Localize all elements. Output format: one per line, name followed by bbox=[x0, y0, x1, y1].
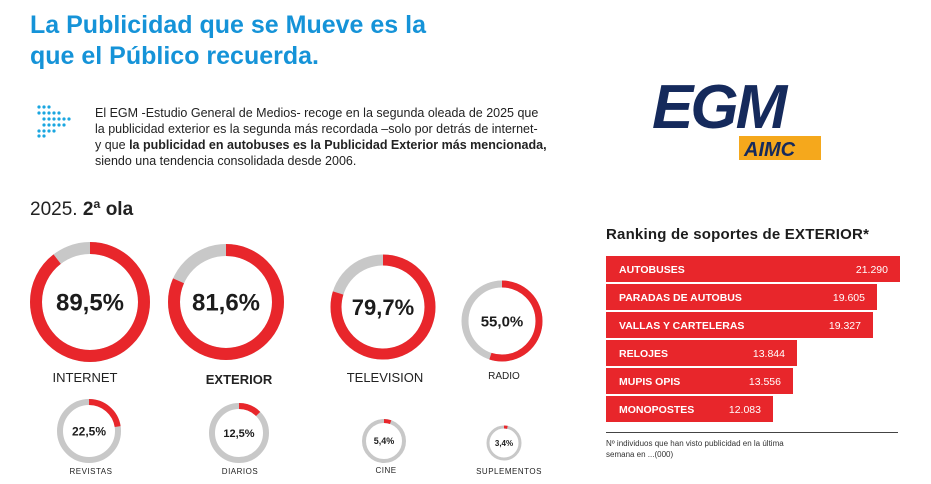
ranking-bar-relojes: RELOJES 13.844 bbox=[606, 340, 797, 366]
period-wave: 2ª ola bbox=[82, 199, 134, 220]
donut-value-exterior: 81,6% bbox=[192, 290, 260, 317]
ranking-bar-value: 12.083 bbox=[728, 404, 761, 416]
egm-logo-text: EGM bbox=[652, 73, 789, 142]
donut-label-television: TELEVISION bbox=[346, 370, 424, 385]
intro-line-1: El EGM -Estudio General de Medios- recog… bbox=[95, 106, 539, 120]
ranking-bar-label: RELOJES bbox=[619, 348, 669, 360]
period-label: 2025. 2ª ola bbox=[30, 199, 133, 221]
ranking-bar-vallas-y-carteleras: VALLAS Y CARTELERAS 19.327 bbox=[606, 312, 873, 338]
ranking-bar-value: 19.605 bbox=[832, 292, 865, 304]
ranking-bar-value: 13.556 bbox=[748, 376, 781, 388]
ranking-divider bbox=[606, 432, 898, 433]
donut-label-cine: CINE bbox=[375, 466, 397, 475]
intro-line-3-prefix: y que bbox=[95, 138, 130, 152]
donut-arc-suplementos bbox=[486, 425, 522, 461]
ranking-bar-monopostes: MONOPOSTES 12.083 bbox=[606, 396, 773, 422]
aimc-logo-box bbox=[739, 136, 821, 160]
period-year: 2025. bbox=[30, 199, 78, 220]
ranking-bar-autobuses: AUTOBUSES 21.290 bbox=[606, 256, 900, 282]
donut-label-suplementos: SUPLEMENTOS bbox=[476, 467, 542, 476]
egm-aimc-logo: EGM AIMC bbox=[652, 73, 821, 161]
ranking-title: Ranking de soportes de EXTERIOR* bbox=[606, 226, 870, 243]
donut-value-revistas: 22,5% bbox=[72, 424, 106, 438]
aimc-logo-text: AIMC bbox=[743, 139, 796, 161]
headline-line-1: La Publicidad que se Mueve es la bbox=[30, 11, 426, 39]
donut-label-revistas: REVISTAS bbox=[69, 467, 113, 476]
donut-track-cine bbox=[362, 419, 406, 463]
donut-value-internet: 89,5% bbox=[56, 290, 124, 317]
donut-arc-television bbox=[330, 254, 436, 360]
ranking-bar-mupis-opis: MUPIS OPIS 13.556 bbox=[606, 368, 793, 394]
donut-arc-cine bbox=[362, 419, 406, 463]
intro-line-4: siendo una tendencia consolidada desde 2… bbox=[95, 154, 357, 168]
donut-track-suplementos bbox=[486, 425, 522, 461]
donut-value-television: 79,7% bbox=[352, 295, 414, 320]
ranking-bar-label: AUTOBUSES bbox=[619, 264, 685, 276]
donut-label-internet: INTERNET bbox=[52, 370, 118, 385]
ranking-bar-value: 19.327 bbox=[828, 320, 861, 332]
donut-arc-revistas bbox=[57, 399, 121, 463]
donut-value-diarios: 12,5% bbox=[223, 428, 254, 440]
ranking-bar-value: 13.844 bbox=[752, 348, 785, 360]
donut-track-radio bbox=[461, 280, 543, 362]
donut-track-internet bbox=[30, 242, 150, 362]
donut-value-cine: 5,4% bbox=[374, 436, 395, 446]
donut-arc-diarios bbox=[209, 403, 269, 463]
donut-track-revistas bbox=[57, 399, 121, 463]
donut-label-exterior: EXTERIOR bbox=[205, 372, 273, 387]
donut-arc-internet bbox=[30, 242, 150, 362]
donut-track-exterior bbox=[168, 244, 284, 360]
donut-track-diarios bbox=[209, 403, 269, 463]
donut-label-diarios: DIARIOS bbox=[221, 467, 259, 476]
ranking-bar-label: MONOPOSTES bbox=[619, 404, 695, 416]
intro-line-3-bold: la publicidad en autobuses es la Publici… bbox=[129, 138, 547, 152]
donut-arc-exterior bbox=[168, 244, 284, 360]
intro-paragraph: El EGM -Estudio General de Medios- recog… bbox=[95, 105, 615, 169]
donut-label-radio: RADIO bbox=[488, 371, 520, 382]
ranking-bar-value: 21.290 bbox=[855, 264, 888, 276]
donut-track-television bbox=[330, 254, 436, 360]
ranking-bar-label: MUPIS OPIS bbox=[619, 376, 681, 388]
ranking-bar-paradas-de-autobus: PARADAS DE AUTOBUS 19.605 bbox=[606, 284, 877, 310]
headline-line-2: que el Público recuerda. bbox=[30, 42, 319, 70]
donut-value-suplementos: 3,4% bbox=[495, 439, 513, 448]
dotted-arrow-icon bbox=[37, 105, 71, 138]
donut-value-radio: 55,0% bbox=[481, 313, 524, 330]
donut-arc-radio bbox=[461, 280, 543, 362]
intro-line-2: la publicidad exterior es la segunda más… bbox=[95, 122, 538, 136]
ranking-footnote: Nº individuos que han visto publicidad e… bbox=[606, 439, 784, 459]
ranking-bar-label: VALLAS Y CARTELERAS bbox=[619, 320, 745, 332]
intro-line-3: y que la publicidad en autobuses es la P… bbox=[95, 137, 615, 153]
ranking-bar-label: PARADAS DE AUTOBUS bbox=[619, 292, 742, 304]
page-headline: La Publicidad que se Mueve es la que el … bbox=[30, 10, 426, 72]
